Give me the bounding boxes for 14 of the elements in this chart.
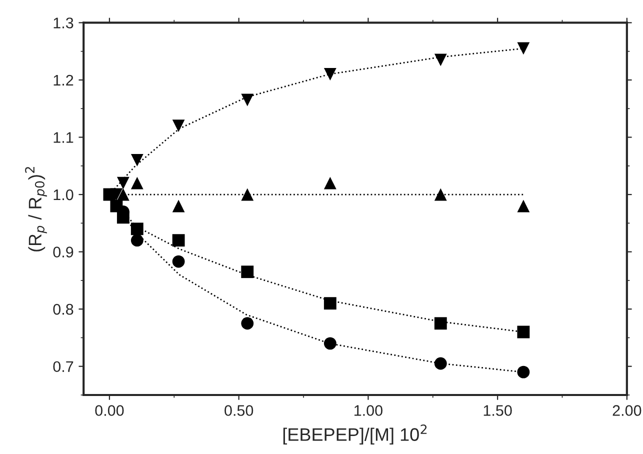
y-tick-label: 1.3 — [54, 18, 74, 28]
x-tick-label: 1.50 — [484, 405, 512, 416]
y-tick-label: 0.9 — [53, 246, 74, 258]
x-tick-label: 0.50 — [224, 405, 254, 416]
x-axis-title: [EBEPEP]/[M] 10$^{2}$ — [283, 424, 427, 445]
x-tick-label: 1.00 — [354, 405, 382, 416]
y-tick-label: 0.8 — [53, 304, 74, 315]
x-tick-label: 2.00 — [612, 405, 642, 416]
y-tick-label: 1.1 — [54, 132, 74, 143]
y-tick-label: 0.7 — [53, 361, 74, 372]
y-axis-title: (R$_{p}$ / R$_{p0}$)$^{2}$ — [25, 167, 47, 252]
x-tick-label: 0.00 — [95, 405, 124, 416]
y-tick-label: 1.0 — [54, 189, 74, 200]
y-tick-label: 1.2 — [54, 74, 74, 86]
